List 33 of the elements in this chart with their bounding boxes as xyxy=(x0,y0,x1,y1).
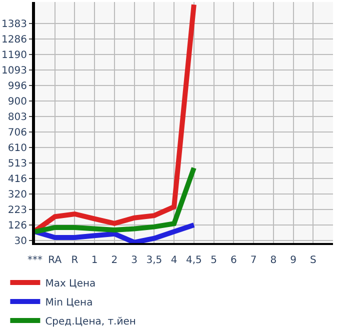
y-tick-label: 706 xyxy=(8,127,27,138)
y-tick-label: 513 xyxy=(8,158,27,170)
legend-label: Max Цена xyxy=(45,278,96,290)
x-tick-label: 3,5 xyxy=(146,255,162,266)
x-tick-label: S xyxy=(310,255,316,266)
x-tick-label: 6 xyxy=(230,255,237,266)
x-tick-label: 2 xyxy=(111,255,118,266)
x-tick-label: 1 xyxy=(91,255,98,266)
legend-label: Сред.Цена, т.йен xyxy=(45,316,136,328)
y-tick-label: 1190 xyxy=(2,50,27,61)
y-tick-label: 996 xyxy=(8,80,27,92)
x-tick-label: 3 xyxy=(131,255,138,266)
y-tick-label: 320 xyxy=(8,189,27,200)
x-tick-label: R xyxy=(71,255,78,266)
y-tick-label: 1383 xyxy=(2,18,27,30)
y-tick-label: 1286 xyxy=(2,34,27,46)
x-tick-label: RA xyxy=(48,255,62,266)
y-tick-label: 126 xyxy=(8,220,27,232)
y-tick-label: 30 xyxy=(14,236,27,247)
x-tick-label: 5 xyxy=(210,255,217,266)
x-tick-label: 9 xyxy=(290,255,296,266)
y-tick-label: 1093 xyxy=(2,65,27,76)
legend-label: Min Цена xyxy=(45,297,93,308)
x-tick-label: 4 xyxy=(170,255,178,266)
y-tick-label: 900 xyxy=(8,96,27,108)
x-tick-label: *** xyxy=(28,255,42,266)
y-tick-label: 610 xyxy=(8,142,27,154)
y-tick-label: 223 xyxy=(8,204,27,216)
x-tick-label: 4,5 xyxy=(186,255,202,266)
x-tick-label: 8 xyxy=(270,255,277,266)
y-tick-label: 803 xyxy=(8,112,27,123)
y-tick-label: 416 xyxy=(8,174,27,185)
x-tick-label: 7 xyxy=(250,255,257,266)
